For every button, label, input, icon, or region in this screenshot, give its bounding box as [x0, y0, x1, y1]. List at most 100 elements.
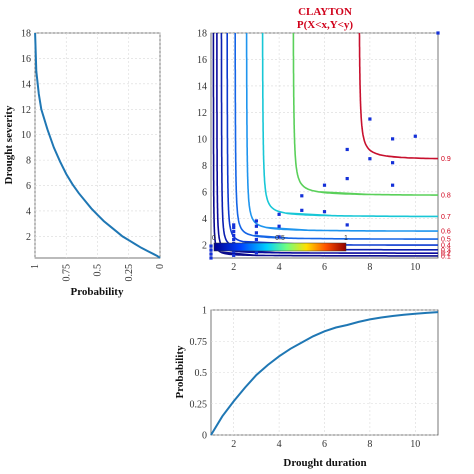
observed-point — [368, 117, 372, 121]
observed-point — [254, 219, 258, 223]
duration-ytick-label: 0 — [202, 431, 207, 442]
observed-point — [232, 229, 236, 234]
observed-point — [232, 237, 236, 242]
copula-ytick-label: 12 — [197, 108, 207, 119]
observed-point — [345, 147, 349, 152]
copula-ytick-label: 16 — [197, 55, 207, 66]
duration-cdf-line — [210, 311, 439, 436]
observed-point — [345, 223, 349, 227]
contour-level-label: 0.5 — [441, 237, 451, 244]
contour-level-label: 0.4 — [441, 243, 451, 250]
duration-xtick-label: 8 — [367, 439, 372, 450]
observed-point — [391, 161, 395, 165]
copula-title: CLAYTON — [298, 6, 352, 18]
contour-level-label: 0.1 — [441, 253, 451, 260]
observed-point — [322, 183, 327, 187]
copula-ytick-label: 14 — [197, 81, 207, 92]
observed-point — [232, 249, 236, 253]
copula-xtick-label: 2 — [231, 262, 236, 273]
observed-point — [254, 224, 258, 228]
colorbar: 0 0.5 1 — [212, 235, 348, 252]
contour-level-label: 0.7 — [441, 214, 451, 221]
colorbar-tick-2: 1 — [344, 235, 348, 242]
severity-ytick-label: 10 — [21, 130, 31, 141]
colorbar-gradient — [213, 242, 347, 252]
observed-point — [232, 225, 236, 230]
observed-point — [254, 251, 258, 255]
observed-point — [300, 194, 304, 198]
contour-level-label: 0.2 — [441, 251, 451, 258]
observed-point — [277, 224, 281, 228]
observed-point — [322, 210, 327, 214]
duration-ylabel: Probability — [174, 345, 186, 398]
observed-point — [436, 31, 440, 35]
severity-xlabel: Probability — [71, 286, 124, 298]
severity-grid — [34, 32, 161, 258]
observed-point — [277, 235, 281, 239]
observed-point — [254, 237, 258, 242]
observed-point — [209, 252, 213, 256]
severity-xtick-label: 0.25 — [124, 264, 135, 282]
observed-point — [209, 248, 213, 252]
severity-xtick-label: 0.75 — [61, 264, 72, 282]
duration-ytick-label: 1 — [202, 306, 207, 317]
copula-xtick-label: 4 — [277, 262, 282, 273]
contour-level-labels: 0.10.20.30.40.50.6 0.7 0.8 0.9 — [441, 156, 451, 260]
contour-line — [216, 33, 438, 254]
contour-level-label: 0.6 — [441, 229, 451, 236]
duration-ytick-label: 0.25 — [190, 399, 208, 410]
duration-yticks: 0 0.25 0.5 0.75 1 — [190, 306, 208, 442]
severity-ytick-label: 2 — [26, 232, 31, 243]
contour-level-label: 0.9 — [441, 156, 451, 163]
severity-xtick-label: 1 — [30, 264, 41, 269]
contour-line — [261, 33, 438, 218]
observed-point — [368, 157, 372, 161]
copula-xtick-label: 6 — [322, 262, 327, 273]
copula-contours — [212, 32, 438, 257]
contour-level-label: 0.3 — [441, 247, 451, 254]
contour-level-label: 0.8 — [441, 193, 451, 200]
contour-line — [245, 33, 438, 232]
severity-ytick-label: 18 — [21, 29, 31, 40]
observed-point — [232, 223, 236, 227]
duration-grid — [211, 309, 438, 436]
observed-point — [232, 253, 236, 257]
observed-point — [391, 137, 395, 141]
duration-xtick-label: 4 — [277, 439, 282, 450]
colorbar-tick-0: 0 — [212, 235, 216, 242]
observed-point — [300, 208, 304, 212]
copula-xtick-label: 10 — [410, 262, 420, 273]
severity-yticks: 2 4 6 8 10 12 14 16 18 — [21, 29, 31, 243]
observed-point — [232, 233, 236, 238]
copula-ytick-label: 4 — [202, 214, 207, 225]
duration-xtick-label: 2 — [231, 439, 236, 450]
severity-ylabel: Drought severity — [3, 105, 15, 184]
observed-point — [391, 183, 395, 187]
severity-xticks: 1 0.75 0.5 0.25 0 — [30, 264, 166, 282]
contour-line — [358, 33, 438, 160]
observed-point — [345, 176, 349, 181]
observed-point — [277, 212, 281, 216]
observed-point — [254, 231, 258, 235]
duration-xticks: 2 4 6 8 10 — [231, 439, 420, 450]
observed-point — [209, 256, 213, 260]
copula-yticks: 2 4 6 8 10 12 14 16 18 — [197, 29, 207, 252]
duration-xlabel: Drought duration — [283, 457, 366, 469]
copula-ytick-label: 2 — [202, 240, 207, 251]
observed-point — [209, 244, 213, 248]
severity-ytick-label: 6 — [26, 181, 31, 192]
severity-xtick-label: 0 — [155, 264, 166, 269]
colorbar-tick-1: 0.5 — [275, 235, 285, 242]
severity-ytick-label: 14 — [21, 79, 31, 90]
contour-line — [234, 33, 438, 240]
copula-ytick-label: 18 — [197, 29, 207, 40]
severity-ytick-label: 8 — [26, 156, 31, 167]
severity-ytick-label: 4 — [26, 206, 31, 217]
contour-line — [212, 33, 438, 257]
copula-subtitle: P(X<x,Y<y) — [297, 19, 354, 31]
severity-xtick-label: 0.5 — [93, 264, 104, 277]
severity-ytick-label: 16 — [21, 54, 31, 65]
severity-ytick-label: 12 — [21, 105, 31, 116]
